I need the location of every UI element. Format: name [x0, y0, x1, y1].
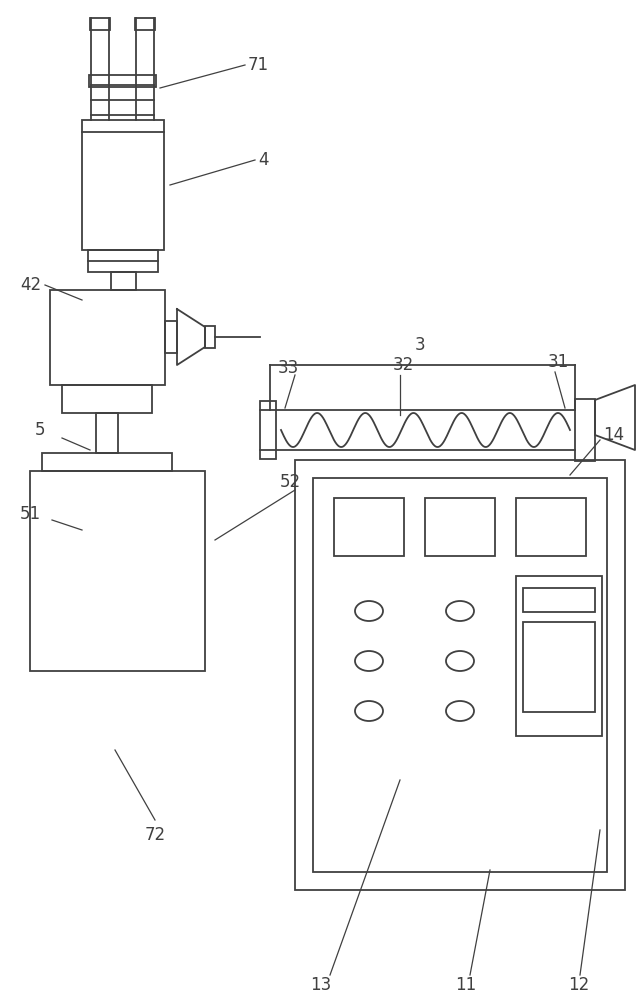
Text: 13: 13: [310, 976, 331, 994]
Bar: [425, 498, 495, 556]
Bar: [260, 401, 276, 459]
Bar: [88, 250, 158, 272]
Text: 3: 3: [415, 336, 426, 354]
Text: 72: 72: [145, 826, 166, 844]
Bar: [82, 120, 164, 250]
Bar: [334, 498, 404, 556]
Text: 12: 12: [568, 976, 589, 994]
Text: 71: 71: [248, 56, 269, 74]
Bar: [165, 321, 177, 353]
Text: 52: 52: [280, 473, 301, 491]
Bar: [90, 18, 110, 30]
Text: 51: 51: [20, 505, 41, 523]
Bar: [313, 478, 607, 872]
Bar: [516, 576, 602, 736]
Bar: [295, 460, 625, 890]
Text: 4: 4: [258, 151, 269, 169]
Bar: [30, 471, 205, 671]
Bar: [111, 272, 136, 290]
Bar: [89, 75, 156, 87]
Bar: [50, 290, 165, 385]
Text: 11: 11: [455, 976, 476, 994]
Text: 32: 32: [393, 356, 414, 374]
Bar: [62, 385, 152, 413]
Text: 14: 14: [603, 426, 624, 444]
Bar: [516, 498, 586, 556]
Bar: [96, 413, 118, 453]
Text: 31: 31: [548, 353, 569, 371]
Bar: [523, 622, 595, 712]
Text: 5: 5: [35, 421, 45, 439]
Bar: [523, 588, 595, 612]
Bar: [205, 326, 215, 348]
Bar: [42, 453, 172, 471]
Bar: [135, 18, 155, 30]
Text: 42: 42: [20, 276, 41, 294]
Text: 33: 33: [278, 359, 299, 377]
Bar: [575, 399, 595, 461]
